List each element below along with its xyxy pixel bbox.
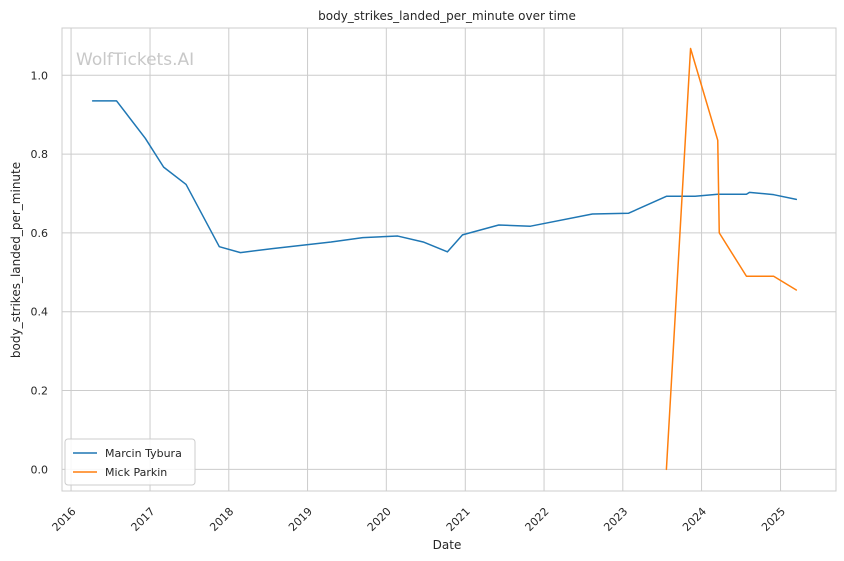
chart-title: body_strikes_landed_per_minute over time (318, 9, 576, 23)
x-axis-ticks: 2016 2017 2018 2019 2020 2021 2022 2023 2024 2025 (50, 505, 788, 534)
y-tick-label: 0.4 (31, 306, 49, 319)
y-tick-label: 0.6 (31, 227, 49, 240)
y-tick-label: 0.0 (31, 463, 49, 476)
series-line-marcin-tybura (91, 100, 798, 254)
legend: Marcin Tybura Mick Parkin (64, 438, 196, 486)
y-tick-label: 0.8 (31, 148, 49, 161)
plot-frame (61, 27, 837, 492)
y-tick-label: 0.2 (31, 385, 49, 398)
legend-label-mick-parkin: Mick Parkin (105, 466, 167, 479)
y-tick-label: 1.0 (31, 69, 49, 82)
series-layer (91, 47, 798, 471)
y-axis-ticks: 0.0 0.2 0.4 0.6 0.8 1.0 (31, 69, 49, 476)
series-line-mick-parkin (665, 47, 798, 471)
watermark-text: WolfTickets.AI (76, 50, 194, 70)
x-axis-label: Date (433, 538, 462, 552)
y-axis-label: body_strikes_landed_per_minute (9, 162, 23, 358)
grid-lines (62, 28, 836, 491)
legend-label-marcin-tybura: Marcin Tybura (105, 447, 182, 460)
legend-box (64, 438, 196, 486)
